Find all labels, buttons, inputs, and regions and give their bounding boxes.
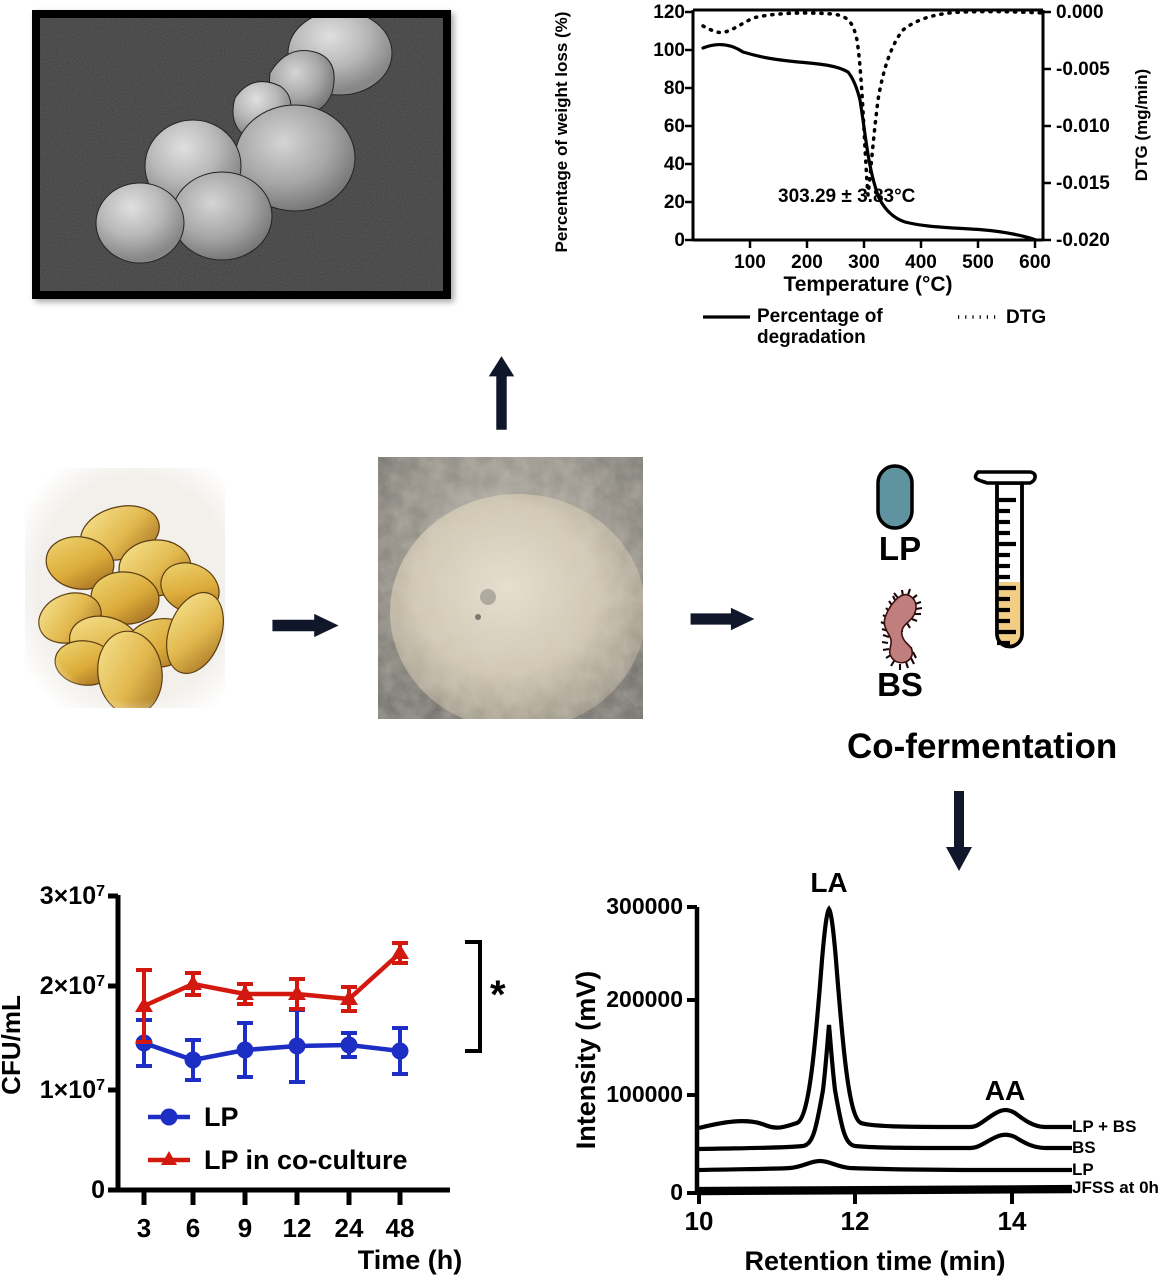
svg-text:LA: LA [810,870,847,898]
svg-text:Time (h): Time (h) [358,1245,463,1275]
svg-text:14: 14 [998,1206,1027,1236]
svg-text:BS: BS [877,666,923,703]
svg-text:Co-fermentation: Co-fermentation [847,727,1117,766]
svg-text:-0.020: -0.020 [1056,230,1110,251]
svg-text:80: 80 [664,78,685,99]
svg-text:12: 12 [283,1213,312,1243]
svg-text:3×107: 3×107 [40,882,105,910]
svg-text:1×107: 1×107 [40,1076,105,1104]
svg-text:9: 9 [238,1213,252,1243]
svg-text:degradation: degradation [757,327,866,348]
svg-text:500: 500 [962,252,994,273]
svg-text:DTG: DTG [1006,307,1046,328]
svg-text:0: 0 [670,1179,683,1205]
svg-text:AA: AA [985,1075,1025,1106]
svg-text:24: 24 [335,1213,364,1243]
svg-text:2×107: 2×107 [40,972,105,1000]
svg-text:0.000: 0.000 [1056,2,1104,23]
svg-text:LP: LP [1072,1160,1094,1179]
svg-text:BS: BS [1072,1138,1096,1157]
svg-text:Retention time (min): Retention time (min) [745,1246,1006,1276]
svg-text:Temperature (°C): Temperature (°C) [783,273,952,296]
svg-text:200: 200 [791,252,823,273]
svg-text:10: 10 [685,1206,714,1236]
svg-text:-0.010: -0.010 [1056,116,1110,137]
svg-text:12: 12 [841,1206,870,1236]
svg-text:40: 40 [664,154,685,175]
svg-text:600: 600 [1019,252,1051,273]
svg-text:LP: LP [204,1102,239,1132]
svg-text:120: 120 [653,2,685,23]
svg-text:LP: LP [879,530,921,567]
svg-text:-0.005: -0.005 [1056,59,1110,80]
svg-text:6: 6 [186,1213,200,1243]
svg-text:300000: 300000 [606,893,683,919]
svg-text:100000: 100000 [606,1081,683,1107]
svg-text:48: 48 [386,1213,415,1243]
svg-text:CFU/mL: CFU/mL [0,995,26,1095]
svg-text:DTG (mg/min): DTG (mg/min) [1132,69,1151,181]
svg-text:JFSS at 0h: JFSS at 0h [1072,1178,1159,1197]
svg-text:Percentage of: Percentage of [757,306,883,327]
svg-text:100: 100 [734,252,766,273]
svg-text:100: 100 [653,40,685,61]
svg-text:Percentage of weight loss (%): Percentage of weight loss (%) [552,12,571,253]
svg-text:LP + BS: LP + BS [1072,1117,1136,1136]
svg-text:60: 60 [664,116,685,137]
svg-text:3: 3 [137,1213,151,1243]
svg-text:0: 0 [674,230,685,251]
svg-text:0: 0 [91,1176,105,1204]
svg-text:400: 400 [905,252,937,273]
svg-text:200000: 200000 [606,986,683,1012]
svg-text:300: 300 [848,252,880,273]
svg-text:20: 20 [664,192,685,213]
svg-text:LP in co-culture: LP in co-culture [204,1145,408,1175]
svg-text:Intensity (mV): Intensity (mV) [575,971,601,1150]
svg-text:*: * [490,973,506,1017]
svg-text:303.29 ± 3.83°C: 303.29 ± 3.83°C [778,186,916,207]
svg-text:-0.015: -0.015 [1056,173,1110,194]
